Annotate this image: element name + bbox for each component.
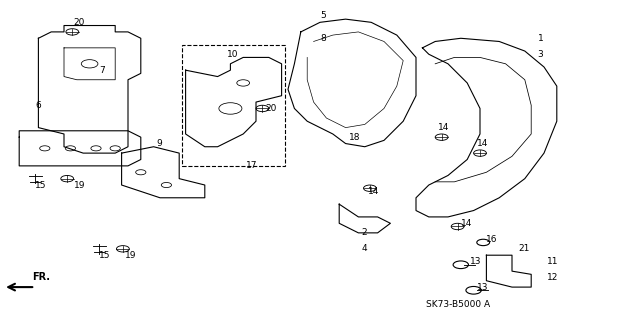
Text: 8: 8: [320, 34, 326, 43]
Text: 21: 21: [518, 244, 530, 253]
Text: 15: 15: [99, 251, 111, 260]
Text: 1: 1: [538, 34, 543, 43]
Text: 5: 5: [320, 11, 326, 20]
Text: 13: 13: [470, 257, 482, 266]
Text: 15: 15: [35, 181, 47, 189]
Text: 13: 13: [477, 283, 488, 292]
Text: 3: 3: [538, 50, 543, 59]
Text: 4: 4: [362, 244, 367, 253]
Text: 16: 16: [486, 235, 498, 244]
Text: 14: 14: [438, 123, 450, 132]
Text: FR.: FR.: [32, 272, 50, 282]
Text: 14: 14: [368, 187, 380, 196]
Text: 12: 12: [547, 273, 559, 282]
Text: 7: 7: [99, 66, 105, 75]
Text: 18: 18: [349, 133, 360, 142]
Text: 17: 17: [246, 161, 258, 170]
Text: 11: 11: [547, 257, 559, 266]
Text: SK73-B5000 A: SK73-B5000 A: [426, 300, 490, 309]
Text: 10: 10: [227, 50, 239, 59]
Text: 19: 19: [74, 181, 85, 189]
Bar: [182, 45, 285, 166]
Text: 20: 20: [74, 18, 85, 27]
Text: 14: 14: [461, 219, 472, 228]
Text: 6: 6: [35, 101, 41, 110]
Text: 2: 2: [362, 228, 367, 237]
Text: 9: 9: [157, 139, 163, 148]
Text: 14: 14: [477, 139, 488, 148]
Text: 20: 20: [266, 104, 277, 113]
Text: 19: 19: [125, 251, 136, 260]
